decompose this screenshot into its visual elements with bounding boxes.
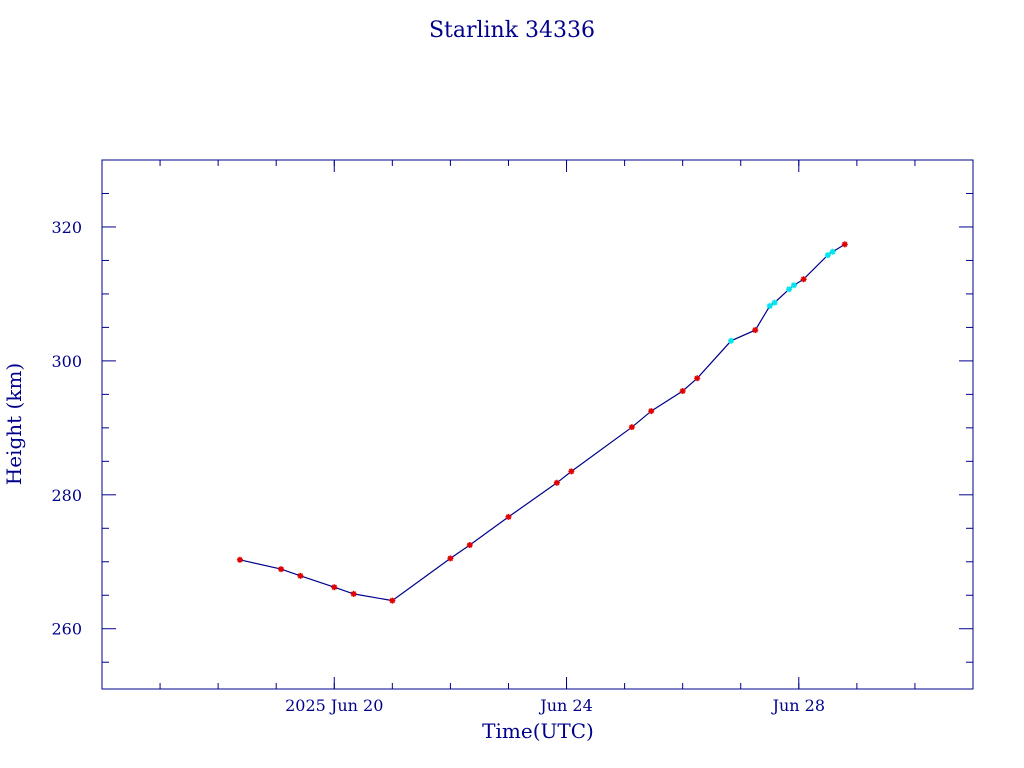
x-tick-label: 2025 Jun 20: [285, 696, 383, 715]
data-point-marker-cyan: [728, 337, 735, 344]
data-point-marker-red: [505, 513, 512, 520]
data-point-marker-red: [297, 572, 304, 579]
x-axis-label: Time(UTC): [482, 719, 594, 743]
y-tick-label: 300: [51, 352, 82, 371]
data-point-marker-cyan: [824, 252, 831, 259]
y-axis-label: Height (km): [2, 363, 26, 485]
data-point-marker-red: [466, 542, 473, 549]
data-point-marker-red: [800, 276, 807, 283]
data-markers: [236, 241, 848, 604]
data-point-marker-red: [679, 388, 686, 395]
data-point-marker-cyan: [766, 302, 773, 309]
axis-tick-labels: 260 280 300 320 2025 Jun 20 Jun 24 Jun 28: [51, 218, 825, 715]
data-point-marker-red: [694, 375, 701, 382]
data-point-marker-red: [331, 584, 338, 591]
height-series-line: [239, 243, 846, 602]
data-point-marker-red: [447, 555, 454, 562]
data-point-marker-cyan: [771, 299, 778, 306]
data-point-marker-red: [648, 408, 655, 415]
data-point-marker-red: [841, 241, 848, 248]
axis-ticks: [102, 160, 973, 689]
data-point-marker-red: [568, 468, 575, 475]
data-point-marker-red: [553, 479, 560, 486]
x-tick-label: Jun 28: [771, 696, 825, 715]
data-point-marker-red: [350, 590, 357, 597]
data-point-marker-red: [628, 424, 635, 431]
data-point-marker-red: [236, 556, 243, 563]
x-tick-label: Jun 24: [538, 696, 592, 715]
data-point-marker-red: [752, 327, 759, 334]
data-point-marker-cyan: [786, 286, 793, 293]
data-point-marker-cyan: [790, 282, 797, 289]
plot-frame: [101, 159, 974, 690]
data-point-marker-red: [278, 566, 285, 573]
chart-title: Starlink 34336: [429, 18, 595, 43]
data-point-marker-red: [389, 597, 396, 604]
y-tick-label: 260: [51, 620, 82, 639]
y-tick-label: 280: [51, 486, 82, 505]
y-tick-label: 320: [51, 218, 82, 237]
data-point-marker-cyan: [829, 248, 836, 255]
